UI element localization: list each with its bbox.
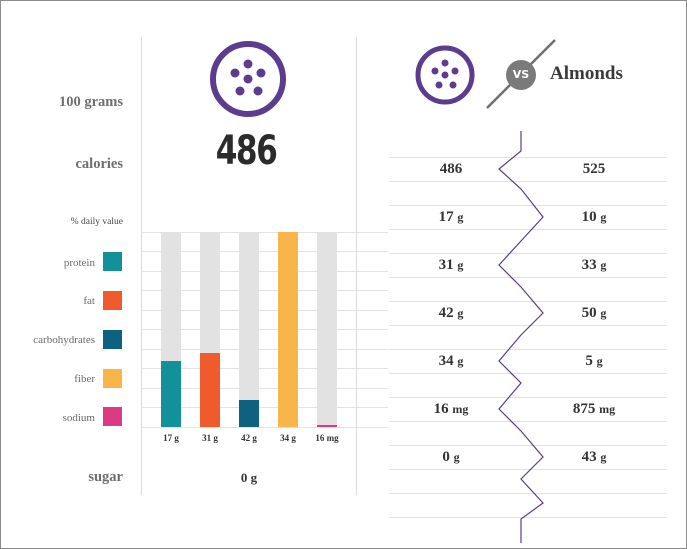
comparison-zigzag-divider: [498, 131, 544, 543]
compare-right-value: 43 g: [581, 449, 607, 465]
food-icon: [210, 41, 286, 117]
legend-label-sodium: sodium: [62, 412, 95, 424]
food-icon-small: [415, 45, 475, 105]
legend-label-protein: protein: [63, 257, 95, 269]
compare-left-value: 34 g: [438, 353, 464, 369]
compare-right-value: 875 mg: [572, 401, 616, 417]
bar-value-label: 34 g: [280, 433, 296, 443]
bar-value-label: 17 g: [163, 433, 179, 443]
legend-swatch-fat: [103, 291, 122, 310]
vs-label: VS: [512, 68, 530, 81]
right-divider: [356, 37, 357, 495]
bar-carbohydrates: [239, 400, 259, 427]
left-divider: [141, 37, 142, 495]
legend-swatch-fiber: [103, 369, 122, 388]
compare-left-value: 16 mg: [433, 401, 469, 417]
bar-background: [239, 232, 259, 427]
bar-value-label: 31 g: [202, 433, 218, 443]
legend-label-carbohydrates: carbohydrates: [33, 334, 95, 346]
compare-right-value: 33 g: [581, 257, 607, 273]
compare-right-value: 525: [582, 161, 606, 177]
compare-right-value: 50 g: [581, 305, 607, 321]
bar-protein: [161, 361, 181, 427]
compare-left-value: 42 g: [438, 305, 464, 321]
calories-label: calories: [75, 156, 123, 172]
vs-badge: VS: [506, 60, 536, 90]
compare-food-name: Almonds: [550, 63, 623, 84]
compare-left-value: 486: [439, 161, 463, 177]
serving-size-label: 100 grams: [58, 94, 123, 110]
compare-left-value: 0 g: [442, 449, 460, 465]
sugar-value: 0 g: [240, 470, 258, 485]
calories-value: 486: [215, 128, 278, 174]
bar-fat: [200, 353, 220, 427]
daily-value-label: % daily value: [70, 217, 123, 227]
legend-swatch-carbohydrates: [103, 330, 122, 349]
sugar-label: sugar: [88, 469, 123, 485]
compare-right-value: 10 g: [581, 209, 607, 225]
compare-left-value: 17 g: [438, 209, 464, 225]
bar-sodium: [317, 425, 337, 427]
compare-right-value: 5 g: [585, 353, 603, 369]
legend-swatch-protein: [103, 252, 122, 271]
bar-background: [317, 232, 337, 427]
legend-swatch-sodium: [103, 407, 122, 426]
bar-value-label: 42 g: [241, 433, 257, 443]
bar-value-label: 16 mg: [315, 433, 339, 443]
bar-fiber: [278, 232, 298, 427]
legend-label-fiber: fiber: [74, 373, 95, 385]
legend-label-fat: fat: [83, 295, 95, 307]
compare-left-value: 31 g: [438, 257, 464, 273]
